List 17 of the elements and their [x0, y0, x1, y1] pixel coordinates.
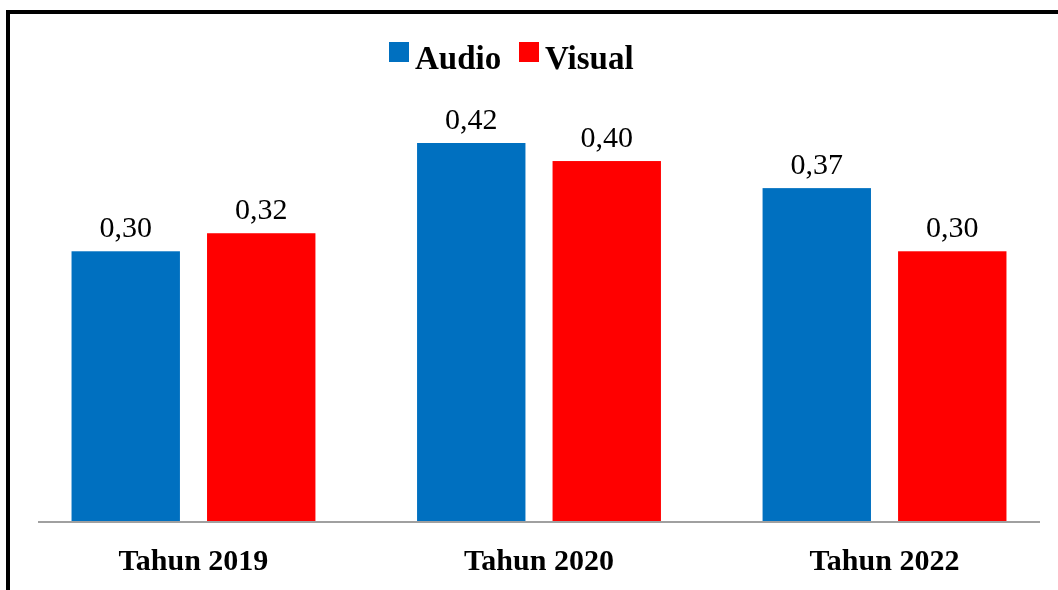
x-tick-label: Tahun 2022: [809, 543, 960, 576]
bar: [417, 143, 526, 522]
data-label: 0,37: [790, 147, 844, 181]
data-label: 0,40: [580, 120, 633, 154]
legend-label: Visual: [545, 40, 634, 76]
data-label: 0,30: [926, 210, 979, 244]
bar: [552, 161, 661, 522]
bar: [207, 233, 316, 522]
data-label: 0,32: [234, 192, 288, 226]
bar: [898, 251, 1007, 522]
x-tick-label: Tahun 2020: [464, 543, 614, 576]
legend-label: Audio: [415, 40, 502, 76]
bar: [762, 188, 871, 522]
data-label: 0,30: [99, 210, 152, 244]
bar: [71, 251, 180, 522]
x-tick-label: Tahun 2019: [118, 543, 269, 576]
data-label: 0,42: [445, 102, 498, 135]
